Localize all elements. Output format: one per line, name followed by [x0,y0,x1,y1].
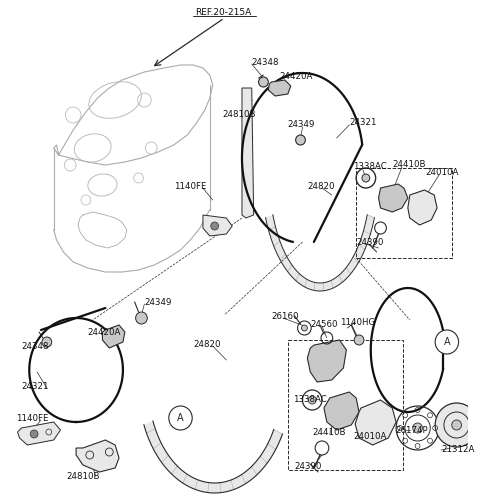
Text: 1140FE: 1140FE [174,182,206,191]
Circle shape [362,174,370,182]
Text: 1338AC: 1338AC [293,395,326,404]
Text: 24390: 24390 [295,462,322,471]
Circle shape [413,423,422,433]
Text: 26174P: 26174P [395,426,428,435]
Text: 24321: 24321 [349,118,377,127]
Polygon shape [144,421,282,493]
Polygon shape [355,400,396,445]
Polygon shape [242,88,253,218]
Circle shape [435,330,458,354]
Circle shape [136,312,147,324]
Circle shape [435,403,478,447]
Text: 21312A: 21312A [441,445,474,454]
Polygon shape [102,325,125,348]
Text: 24810B: 24810B [66,472,100,481]
Text: 24010A: 24010A [425,168,459,177]
Circle shape [169,406,192,430]
Text: REF.20-215A: REF.20-215A [195,8,252,17]
Polygon shape [307,340,347,382]
Polygon shape [265,215,374,291]
Text: 24348: 24348 [252,58,279,67]
Text: 24820: 24820 [307,182,335,191]
Polygon shape [379,184,408,212]
Text: 1338AC: 1338AC [353,162,387,171]
Circle shape [296,135,305,145]
Circle shape [301,325,307,331]
Circle shape [452,420,461,430]
Polygon shape [76,440,119,472]
Text: A: A [444,337,450,347]
Circle shape [259,77,268,87]
Bar [288,340,403,470]
Circle shape [308,396,316,404]
Polygon shape [268,80,291,96]
Text: A: A [177,413,184,423]
Text: 24560: 24560 [310,320,338,329]
Text: 24390: 24390 [356,238,384,247]
Text: 24321: 24321 [22,382,49,391]
Text: 24410B: 24410B [392,160,426,169]
Polygon shape [408,190,437,225]
Text: 24410B: 24410B [312,428,346,437]
Polygon shape [203,215,232,236]
Polygon shape [324,392,359,430]
Text: 1140HG: 1140HG [339,318,375,327]
Text: 24348: 24348 [22,342,49,351]
Text: 24349: 24349 [144,298,172,307]
Polygon shape [18,422,60,445]
Text: 24420A: 24420A [88,328,121,337]
Text: 24810B: 24810B [222,110,256,119]
Text: 26160: 26160 [271,312,299,321]
Text: 24820: 24820 [193,340,221,349]
Text: 24349: 24349 [288,120,315,129]
Text: 1140FE: 1140FE [16,414,48,423]
Circle shape [354,335,364,345]
Bar [356,168,452,258]
Circle shape [211,222,218,230]
Text: 24010A: 24010A [353,432,386,441]
Text: 24420A: 24420A [279,72,312,81]
Circle shape [42,337,52,347]
Circle shape [30,430,38,438]
